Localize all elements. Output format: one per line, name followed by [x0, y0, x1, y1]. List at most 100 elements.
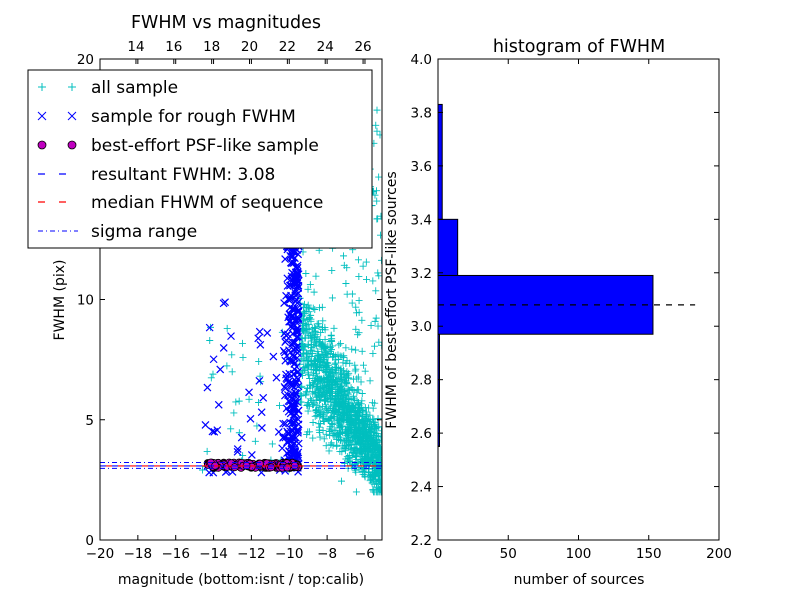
all-sample-point	[372, 121, 380, 129]
all-sample-point	[341, 447, 349, 455]
top-x-tick-label: 22	[279, 39, 296, 55]
all-sample-point	[327, 439, 335, 447]
rough-sample-point	[280, 299, 289, 308]
all-sample-point	[351, 429, 359, 437]
all-sample-point	[352, 325, 360, 333]
rough-sample-point	[284, 313, 293, 322]
rough-sample-point	[287, 441, 296, 450]
all-sample-point	[337, 477, 345, 485]
rough-sample-point	[259, 393, 268, 402]
all-sample-point	[359, 262, 367, 270]
all-sample-point	[305, 399, 313, 407]
legend-label-all-sample: all sample	[91, 78, 178, 98]
all-sample-point	[362, 434, 370, 442]
all-sample-point	[318, 351, 326, 359]
all-sample-point	[230, 409, 238, 417]
rough-sample-point	[285, 447, 294, 456]
rough-sample-point	[201, 421, 210, 429]
all-sample-point	[321, 344, 329, 352]
all-sample-point	[314, 392, 322, 400]
all-sample-point	[304, 361, 312, 369]
x-tick-label: −20	[86, 546, 115, 562]
all-sample-point	[305, 402, 313, 410]
all-sample-point	[302, 304, 310, 312]
rough-sample-point	[293, 349, 302, 358]
all-sample-point	[377, 432, 382, 440]
legend-label-sigma-range: sigma range	[91, 222, 197, 242]
psf-sample-point	[230, 463, 239, 472]
all-sample-point	[345, 395, 353, 403]
y-tick-label: 0	[85, 533, 94, 549]
all-sample-point	[223, 362, 231, 370]
all-sample-point	[235, 397, 243, 405]
x-axis-label: magnitude (bottom:isnt / top:calib)	[118, 572, 364, 588]
all-sample-point	[300, 363, 308, 371]
all-sample-point	[361, 468, 369, 476]
all-sample-point	[338, 394, 346, 402]
all-sample-point	[239, 452, 247, 460]
rough-sample-point	[294, 289, 303, 298]
rough-sample-point	[293, 268, 302, 277]
all-sample-point	[321, 335, 329, 343]
all-sample-point	[372, 314, 380, 322]
all-sample-point	[268, 440, 276, 448]
all-sample-point	[330, 410, 338, 418]
all-sample-point	[312, 407, 320, 415]
all-sample-point	[338, 415, 346, 423]
all-sample-point	[238, 339, 246, 347]
all-sample-point	[299, 319, 307, 327]
all-sample-point	[358, 316, 366, 324]
left-scatter-plot: −20 −18 −16 −14 −12 −10 −8 −6 14 16 18 20 22 24 26 0 5 10…	[27, 13, 383, 588]
all-sample-point	[343, 435, 351, 443]
all-sample-point	[325, 387, 333, 395]
all-sample-point	[368, 425, 376, 433]
all-sample-point	[307, 337, 315, 345]
all-sample-point	[251, 437, 259, 445]
all-sample-point	[361, 438, 369, 446]
y-tick-label: 2.4	[411, 480, 432, 496]
all-sample-point	[371, 317, 379, 325]
all-sample-point	[304, 407, 312, 415]
all-sample-point	[328, 267, 336, 275]
all-sample-point	[329, 420, 337, 428]
all-sample-point	[374, 269, 382, 277]
all-sample-point	[311, 305, 319, 313]
all-sample-point	[298, 382, 306, 390]
all-sample-point	[376, 131, 382, 139]
all-sample-point	[357, 404, 365, 412]
legend-label-median-fwhm: median FHWM of sequence	[91, 193, 323, 213]
all-sample-point	[331, 360, 339, 368]
rough-sample-point	[293, 261, 302, 270]
all-sample-point	[352, 468, 360, 476]
all-sample-point	[354, 373, 362, 381]
x-tick-label: −8	[317, 546, 337, 562]
all-sample-point	[360, 419, 368, 427]
all-sample-point	[316, 413, 324, 421]
top-x-tick-label: 26	[354, 39, 371, 55]
rough-sample-point	[285, 346, 293, 355]
all-sample-point	[312, 272, 320, 280]
all-sample-point	[354, 331, 362, 339]
all-sample-point	[362, 408, 370, 416]
x-tick-label: 0	[434, 546, 443, 562]
rough-sample-point	[290, 418, 299, 427]
legend-label-psf-sample: best-effort PSF-like sample	[91, 136, 319, 156]
rough-sample-point	[293, 327, 302, 336]
rough-sample-point	[294, 297, 303, 306]
all-sample-point	[314, 356, 322, 364]
y-tick-label: 20	[77, 52, 94, 68]
x-tick-label: −16	[161, 546, 190, 562]
all-sample-point	[368, 468, 376, 476]
rough-sample-point	[210, 427, 219, 436]
all-sample-point	[321, 406, 329, 414]
all-sample-point	[330, 400, 338, 408]
all-sample-point	[347, 446, 355, 454]
all-sample-point	[340, 370, 348, 378]
y-tick-label: 4.0	[411, 52, 432, 68]
all-sample-point	[340, 366, 348, 374]
all-sample-point	[345, 454, 353, 462]
rough-sample-point	[233, 445, 242, 454]
all-sample-point	[309, 304, 317, 312]
all-sample-point	[328, 335, 336, 343]
all-sample-point	[228, 368, 236, 376]
